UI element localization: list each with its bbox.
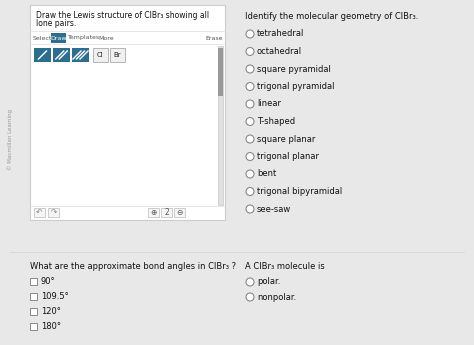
Text: 109.5°: 109.5° [41,292,69,301]
Text: 2: 2 [164,208,169,217]
FancyBboxPatch shape [148,208,159,217]
Text: linear: linear [257,99,281,108]
Circle shape [246,187,254,196]
Circle shape [246,100,254,108]
Circle shape [246,135,254,143]
Circle shape [246,293,254,301]
Circle shape [246,118,254,126]
FancyBboxPatch shape [34,48,51,62]
Text: lone pairs.: lone pairs. [36,19,76,28]
Text: What are the approximate bond angles in ClBr₃ ?: What are the approximate bond angles in … [30,262,236,271]
Text: Erase: Erase [205,36,222,40]
Text: square pyramidal: square pyramidal [257,65,331,73]
Bar [30,308,37,315]
Circle shape [246,30,254,38]
Text: T-shaped: T-shaped [257,117,295,126]
Text: ⊕: ⊕ [150,208,157,217]
FancyBboxPatch shape [93,48,108,62]
Bar [30,323,37,330]
Bar [30,278,37,285]
Text: ⊖: ⊖ [176,208,182,217]
Text: 90°: 90° [41,277,55,286]
Text: A ClBr₃ molecule is: A ClBr₃ molecule is [245,262,325,271]
Text: trigonal bipyramidal: trigonal bipyramidal [257,187,342,196]
Text: bent: bent [257,169,276,178]
Text: Cl: Cl [97,52,104,58]
Text: Select: Select [33,36,52,40]
FancyBboxPatch shape [218,46,223,205]
Text: Templates: Templates [68,36,100,40]
Circle shape [246,65,254,73]
Text: 180°: 180° [41,322,61,331]
Circle shape [246,205,254,213]
FancyBboxPatch shape [53,48,70,62]
FancyBboxPatch shape [218,48,223,96]
Bar [30,293,37,300]
Circle shape [246,82,254,90]
Text: ↷: ↷ [50,208,57,217]
Circle shape [246,278,254,286]
FancyBboxPatch shape [174,208,185,217]
Text: polar.: polar. [257,277,281,286]
FancyBboxPatch shape [72,48,89,62]
FancyBboxPatch shape [110,48,125,62]
Text: Draw: Draw [50,36,67,40]
Circle shape [246,152,254,160]
Text: ↶: ↶ [36,208,43,217]
Text: tetrahedral: tetrahedral [257,30,304,39]
Text: trigonal pyramidal: trigonal pyramidal [257,82,335,91]
Text: More: More [98,36,114,40]
Text: nonpolar.: nonpolar. [257,293,296,302]
Text: Identify the molecular geometry of ClBr₃.: Identify the molecular geometry of ClBr₃… [245,12,419,21]
FancyBboxPatch shape [48,208,59,217]
Text: trigonal planar: trigonal planar [257,152,319,161]
Text: Br: Br [114,52,121,58]
Text: octahedral: octahedral [257,47,302,56]
FancyBboxPatch shape [51,33,66,43]
FancyBboxPatch shape [30,5,225,220]
Text: see-saw: see-saw [257,205,291,214]
Text: 120°: 120° [41,307,61,316]
Circle shape [246,170,254,178]
FancyBboxPatch shape [34,208,45,217]
Text: © Macmillan Learning: © Macmillan Learning [7,109,13,170]
Text: Draw the Lewis structure of ClBr₃ showing all: Draw the Lewis structure of ClBr₃ showin… [36,11,209,20]
Circle shape [246,48,254,56]
FancyBboxPatch shape [161,208,172,217]
Text: square planar: square planar [257,135,315,144]
